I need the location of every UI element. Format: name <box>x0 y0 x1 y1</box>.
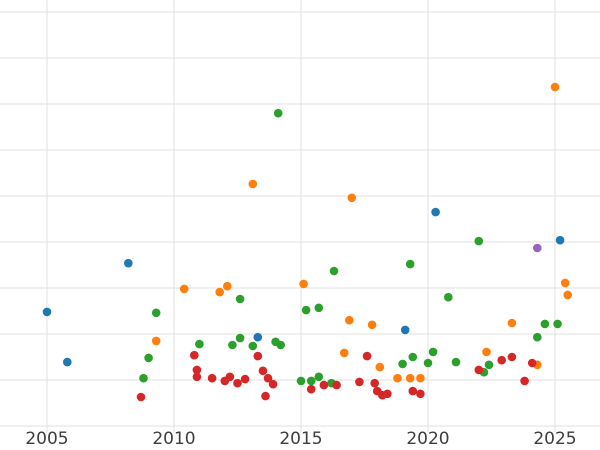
data-point <box>408 352 418 362</box>
data-point <box>370 378 380 388</box>
data-point <box>416 389 425 399</box>
data-point <box>405 259 415 269</box>
data-point <box>306 376 316 386</box>
data-point <box>405 373 415 383</box>
data-point <box>195 339 204 349</box>
data-point <box>151 308 161 318</box>
data-point <box>367 320 377 330</box>
series-red <box>136 350 537 402</box>
data-point <box>258 366 268 376</box>
x-tick-label: 2025 <box>533 429 576 449</box>
data-point <box>319 380 329 390</box>
data-point <box>375 362 385 372</box>
data-point <box>268 379 278 389</box>
data-point <box>507 318 517 328</box>
x-tick-label: 2015 <box>279 429 322 449</box>
x-tick-label: 2005 <box>25 429 68 449</box>
data-point <box>314 372 324 382</box>
data-point <box>192 365 202 375</box>
data-point <box>253 332 263 342</box>
data-point <box>42 307 52 317</box>
data-point <box>235 294 245 304</box>
data-point <box>423 358 433 368</box>
data-point <box>329 266 339 276</box>
data-point <box>253 351 263 361</box>
data-point <box>553 319 562 329</box>
data-point <box>550 82 560 92</box>
data-point <box>347 193 357 203</box>
data-point <box>428 347 438 357</box>
data-point <box>273 108 283 118</box>
data-point <box>484 360 494 370</box>
series-blue <box>42 207 565 367</box>
data-point <box>474 365 484 375</box>
data-point <box>507 352 517 362</box>
data-point <box>192 372 202 382</box>
series-green <box>139 108 562 388</box>
x-tick-label: 2020 <box>406 429 449 449</box>
data-point <box>223 281 232 291</box>
data-point <box>179 284 189 294</box>
data-point <box>451 357 461 367</box>
data-point <box>398 359 407 369</box>
data-point <box>431 207 440 217</box>
data-point <box>276 340 286 350</box>
data-point <box>233 378 242 388</box>
data-point <box>190 350 199 360</box>
data-point <box>533 332 542 342</box>
data-point <box>301 305 311 315</box>
data-point <box>383 389 392 399</box>
data-point <box>555 235 565 245</box>
data-point <box>362 351 372 361</box>
series-orange <box>151 82 572 383</box>
data-points <box>42 82 572 402</box>
data-point <box>482 347 491 357</box>
data-point <box>139 373 148 383</box>
data-point <box>533 243 542 253</box>
data-point <box>225 372 235 382</box>
data-point <box>444 292 453 302</box>
data-point <box>345 315 354 325</box>
data-point <box>207 373 217 383</box>
x-axis: 2005 2010 2015 2020 2025 <box>25 429 576 449</box>
data-point <box>63 357 72 367</box>
data-point <box>144 353 153 363</box>
data-point <box>261 391 270 401</box>
data-point <box>296 376 306 386</box>
series-purple <box>533 243 542 253</box>
data-point <box>474 236 484 246</box>
data-point <box>393 373 402 383</box>
data-point <box>306 384 316 394</box>
data-point <box>248 341 258 351</box>
data-point <box>416 373 425 383</box>
data-point <box>527 358 537 368</box>
data-point <box>248 179 258 189</box>
data-point <box>408 386 418 396</box>
data-point <box>314 303 324 313</box>
data-point <box>263 373 273 383</box>
gridlines <box>0 0 600 432</box>
data-point <box>151 336 161 346</box>
data-point <box>332 380 341 390</box>
data-point <box>400 325 410 335</box>
data-point <box>136 392 146 402</box>
data-point <box>124 258 133 268</box>
data-point <box>299 279 308 289</box>
data-point <box>540 319 550 329</box>
data-point <box>240 374 250 384</box>
data-point <box>497 355 507 365</box>
x-tick-label: 2010 <box>152 429 195 449</box>
data-point <box>563 290 572 300</box>
data-point <box>355 377 364 387</box>
data-point <box>228 340 237 350</box>
data-point <box>560 278 570 288</box>
data-point <box>215 287 224 297</box>
data-point <box>339 348 349 358</box>
data-point <box>235 333 245 343</box>
data-point <box>520 376 529 386</box>
